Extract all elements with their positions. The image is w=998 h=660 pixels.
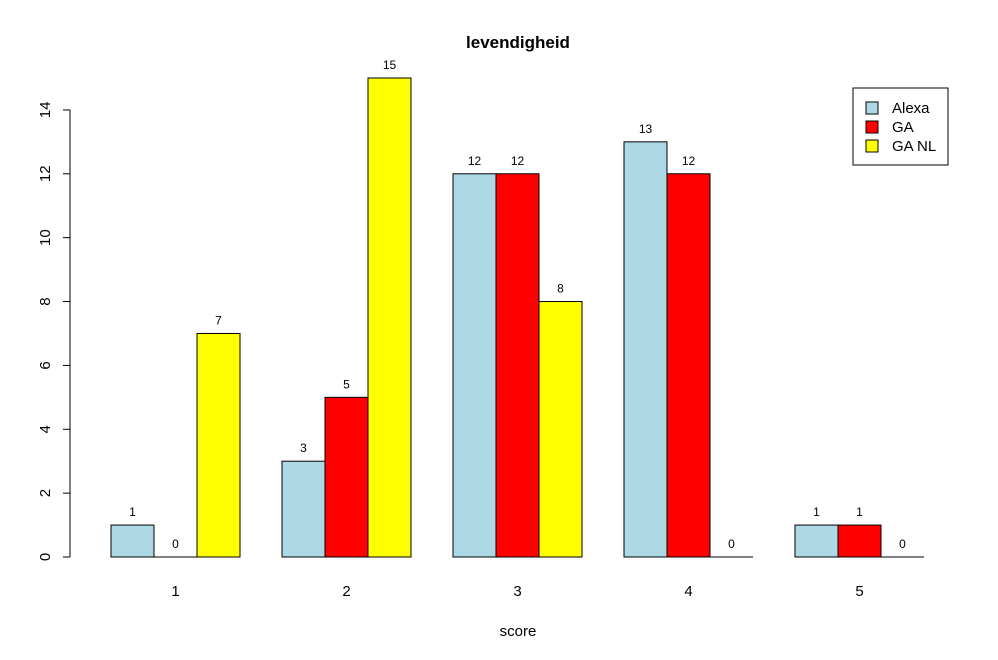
x-tick-label: 3 [513,583,521,600]
bar [110,524,155,558]
data-label: 0 [728,537,735,551]
x-axis-label: score [500,623,537,640]
data-label: 8 [557,282,564,296]
data-label: 12 [468,154,482,168]
bar [623,141,668,558]
bar [196,332,241,558]
bar [452,173,497,558]
bar [281,460,326,558]
data-label: 3 [300,441,307,455]
x-axis-ticks: 1 2 3 4 5 [171,583,863,600]
data-label: 0 [899,537,906,551]
legend-swatch [865,120,879,134]
data-label: 5 [343,377,350,391]
y-tick-label: 14 [37,102,54,119]
data-label: 7 [215,313,222,327]
x-tick-label: 5 [855,583,863,600]
x-tick-label: 2 [342,583,350,600]
bar [837,524,882,558]
data-label: 12 [682,154,696,168]
bar [367,77,412,558]
data-label: 12 [511,154,525,168]
bar [324,396,369,558]
y-axis: 0 2 4 6 8 10 12 14 [37,102,71,561]
data-label: 1 [129,505,136,519]
legend-entry: GA NL [892,138,936,155]
legend-entry: Alexa [892,100,930,117]
bar [666,173,711,558]
y-tick-label: 8 [37,297,54,305]
data-label: 1 [813,505,820,519]
data-label: 13 [639,122,653,136]
data-label: 1 [856,505,863,519]
bar [495,173,540,558]
y-tick-label: 4 [37,425,54,433]
data-label: 0 [172,537,179,551]
chart-title: levendigheid [466,33,570,52]
bar [538,301,583,558]
legend-entry: GA [892,119,914,136]
x-tick-label: 4 [684,583,692,600]
y-tick-label: 10 [37,229,54,246]
bar [794,524,839,558]
y-tick-label: 12 [37,165,54,182]
y-tick-label: 2 [37,489,54,497]
legend: Alexa GA GA NL [852,87,949,166]
x-tick-label: 1 [171,583,179,600]
data-label: 15 [383,58,397,72]
y-tick-label: 6 [37,361,54,369]
bars: 1 0 7 3 5 15 12 12 8 13 12 0 1 1 0 [110,58,924,558]
legend-swatch [865,139,879,153]
legend-swatch [865,101,879,115]
y-tick-label: 0 [37,553,54,561]
